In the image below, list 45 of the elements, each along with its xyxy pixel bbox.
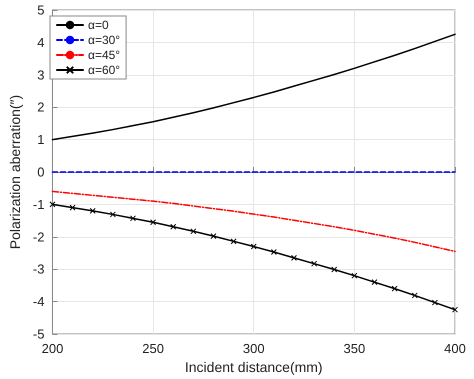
point xyxy=(190,228,196,234)
y-tick-label: 1 xyxy=(37,132,44,148)
point xyxy=(90,208,96,214)
x-tick-label: 250 xyxy=(142,341,164,356)
point xyxy=(351,272,358,279)
point xyxy=(250,244,257,250)
line-series xyxy=(52,34,456,140)
y-tick-label: -3 xyxy=(32,262,44,277)
y-tick-label: 3 xyxy=(37,67,44,82)
point xyxy=(311,260,318,267)
line-series xyxy=(52,190,456,252)
y-tick-label: -2 xyxy=(32,229,44,244)
y-tick-label: 4 xyxy=(37,34,44,50)
point xyxy=(290,254,297,261)
point xyxy=(392,286,398,292)
y-tick-label: -1 xyxy=(32,196,44,212)
point xyxy=(210,233,216,240)
y-tick-label: -4 xyxy=(32,294,44,310)
point xyxy=(412,292,418,298)
point xyxy=(432,300,438,306)
point xyxy=(110,211,116,218)
point xyxy=(150,219,156,226)
point xyxy=(230,238,237,244)
point xyxy=(70,204,76,211)
y-tick-label: 0 xyxy=(37,164,44,180)
x-tick-label: 300 xyxy=(242,341,265,356)
point xyxy=(452,306,458,313)
y-tick-label: -5 xyxy=(32,326,44,342)
point xyxy=(130,215,136,222)
point xyxy=(170,224,176,230)
point xyxy=(331,266,338,273)
x-axis-title: Incident distance(mm) xyxy=(184,358,323,375)
legend-label: α=30° xyxy=(88,33,120,47)
x-tick-label: 200 xyxy=(42,341,64,356)
y-tick-label: 5 xyxy=(37,2,44,18)
y-tick-label: 2 xyxy=(37,100,44,115)
y-axis-title: Polarization aberration(″) xyxy=(7,94,23,250)
point xyxy=(371,279,378,286)
x-tick-label: 400 xyxy=(444,341,466,356)
legend-label: α=60° xyxy=(88,63,120,77)
x-tick-label: 350 xyxy=(344,341,366,356)
legend-label: α=45° xyxy=(88,48,120,62)
point xyxy=(270,249,277,256)
legend-label: α=0 xyxy=(88,18,109,32)
point xyxy=(49,201,56,208)
